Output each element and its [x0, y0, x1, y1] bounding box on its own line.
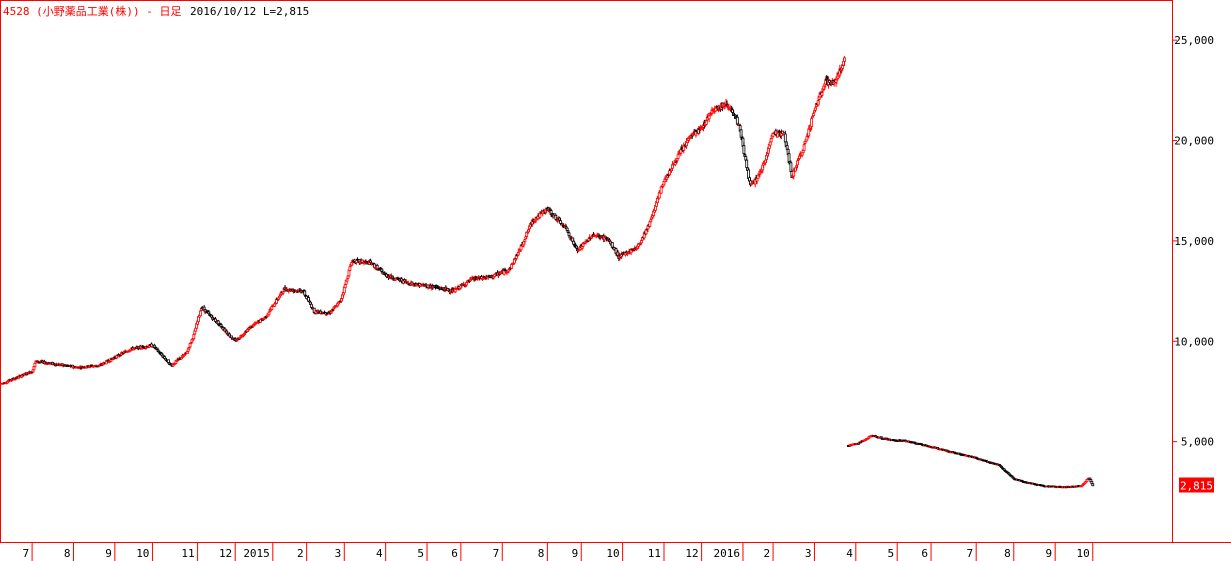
candle-body: [727, 106, 731, 109]
candle-body: [523, 239, 527, 242]
x-tick-label: 9: [572, 547, 579, 560]
x-tick-label: 7: [967, 547, 974, 560]
candle-body: [415, 284, 419, 287]
candle-body: [820, 92, 824, 96]
x-tick-label: 5: [417, 547, 424, 560]
candle-body: [649, 219, 653, 223]
y-tick-label: 5,000: [1181, 436, 1214, 449]
candle-body: [33, 362, 37, 367]
x-tick-label: 8: [1004, 547, 1011, 560]
x-tick-label: 2016: [713, 547, 740, 560]
candle-body: [656, 197, 659, 204]
candles-layer: [0, 56, 1095, 489]
candle-body: [335, 305, 339, 308]
candle-body: [708, 114, 712, 117]
chart-subtitle: 2016/10/12 L=2,815: [190, 5, 309, 18]
y-tick-label: 10,000: [1174, 335, 1214, 348]
candle-body: [575, 245, 578, 249]
candle-body: [810, 118, 814, 127]
x-tick-label: 12: [685, 547, 698, 560]
x-tick-label: 5: [888, 547, 895, 560]
x-tick-label: 9: [1046, 547, 1053, 560]
candle-body: [796, 160, 799, 166]
candle-body: [743, 154, 747, 157]
candle-body: [230, 335, 233, 339]
candle-body: [659, 186, 663, 194]
candle-body: [348, 266, 352, 271]
candle-body: [843, 57, 846, 62]
x-tick-label: 3: [805, 547, 812, 560]
x-tick-label: 10: [606, 547, 619, 560]
y-tick-label: 20,000: [1174, 135, 1214, 148]
x-tick-label: 10: [1077, 547, 1090, 560]
x-tick-label: 10: [136, 547, 149, 560]
candle-body: [676, 154, 680, 159]
candle-body: [587, 238, 591, 241]
x-tick-label: 11: [181, 547, 194, 560]
candle-body: [783, 133, 787, 143]
x-axis-ticks: 7 8 9 10 11 12 2015 2 3 4 5 6 7 8 9 10 11 12 2016 2 3 4 5 6 7 8 9 1…: [22, 542, 1094, 561]
candle-body: [403, 279, 406, 282]
y-axis-ticks: 25,000 20,000 15,000 10,000 5,000: [1172, 34, 1214, 449]
x-tick-label: 4: [846, 547, 853, 560]
x-tick-label: 4: [376, 547, 383, 560]
candle-body: [739, 129, 743, 138]
x-tick-label: 7: [22, 547, 29, 560]
candle-body: [640, 240, 643, 244]
candle-body: [565, 227, 569, 231]
x-tick-label: 2015: [243, 547, 270, 560]
candle-body: [1091, 483, 1095, 487]
candle-body: [155, 347, 159, 350]
candle-body: [559, 220, 562, 224]
candle-body: [270, 306, 274, 310]
last-price-box: [1179, 477, 1214, 493]
candle-body: [759, 171, 763, 174]
candle-body: [714, 107, 718, 112]
x-tick-label: 2: [297, 547, 304, 560]
chart-title: 4528 (小野薬品工業(株)) - 日足: [3, 4, 181, 18]
candle-body: [572, 240, 576, 245]
candle-body: [812, 113, 815, 116]
x-tick-label: 6: [451, 547, 458, 560]
x-tick-label: 6: [921, 547, 928, 560]
x-tick-label: 3: [335, 547, 342, 560]
candle-body: [214, 318, 217, 322]
last-price-badge: 2,815: [1179, 477, 1214, 493]
candle-body: [644, 229, 648, 235]
candle-body: [769, 138, 773, 143]
candle-body: [199, 310, 202, 317]
candle-body: [668, 170, 672, 176]
last-price-label: 2,815: [1180, 479, 1213, 492]
candle-body: [345, 278, 349, 282]
candle-body: [745, 159, 749, 168]
candle-body: [802, 144, 806, 151]
candle-body: [192, 334, 196, 340]
candle-body: [800, 152, 804, 156]
x-tick-label: 8: [538, 547, 545, 560]
x-tick-label: 12: [219, 547, 232, 560]
candle-body: [567, 232, 571, 237]
x-tick-label: 7: [493, 547, 500, 560]
x-tick-label: 8: [64, 547, 71, 560]
y-tick-label: 15,000: [1174, 235, 1214, 248]
candle-body: [303, 290, 307, 296]
candle-body: [768, 141, 772, 146]
candle-body: [281, 291, 285, 294]
candle-body: [742, 145, 746, 154]
candle-body: [813, 107, 817, 111]
candle-body: [267, 311, 271, 315]
candle-body: [228, 333, 231, 337]
x-tick-label: 2: [763, 547, 770, 560]
candle-body: [704, 120, 708, 125]
candle-body: [590, 236, 593, 239]
x-tick-label: 11: [648, 547, 661, 560]
candle-body: [309, 303, 313, 308]
candle-body: [277, 297, 280, 300]
x-tick-label: 9: [105, 547, 112, 560]
candle-body: [805, 136, 809, 141]
candle-body: [828, 79, 831, 83]
y-tick-label: 25,000: [1174, 34, 1214, 47]
